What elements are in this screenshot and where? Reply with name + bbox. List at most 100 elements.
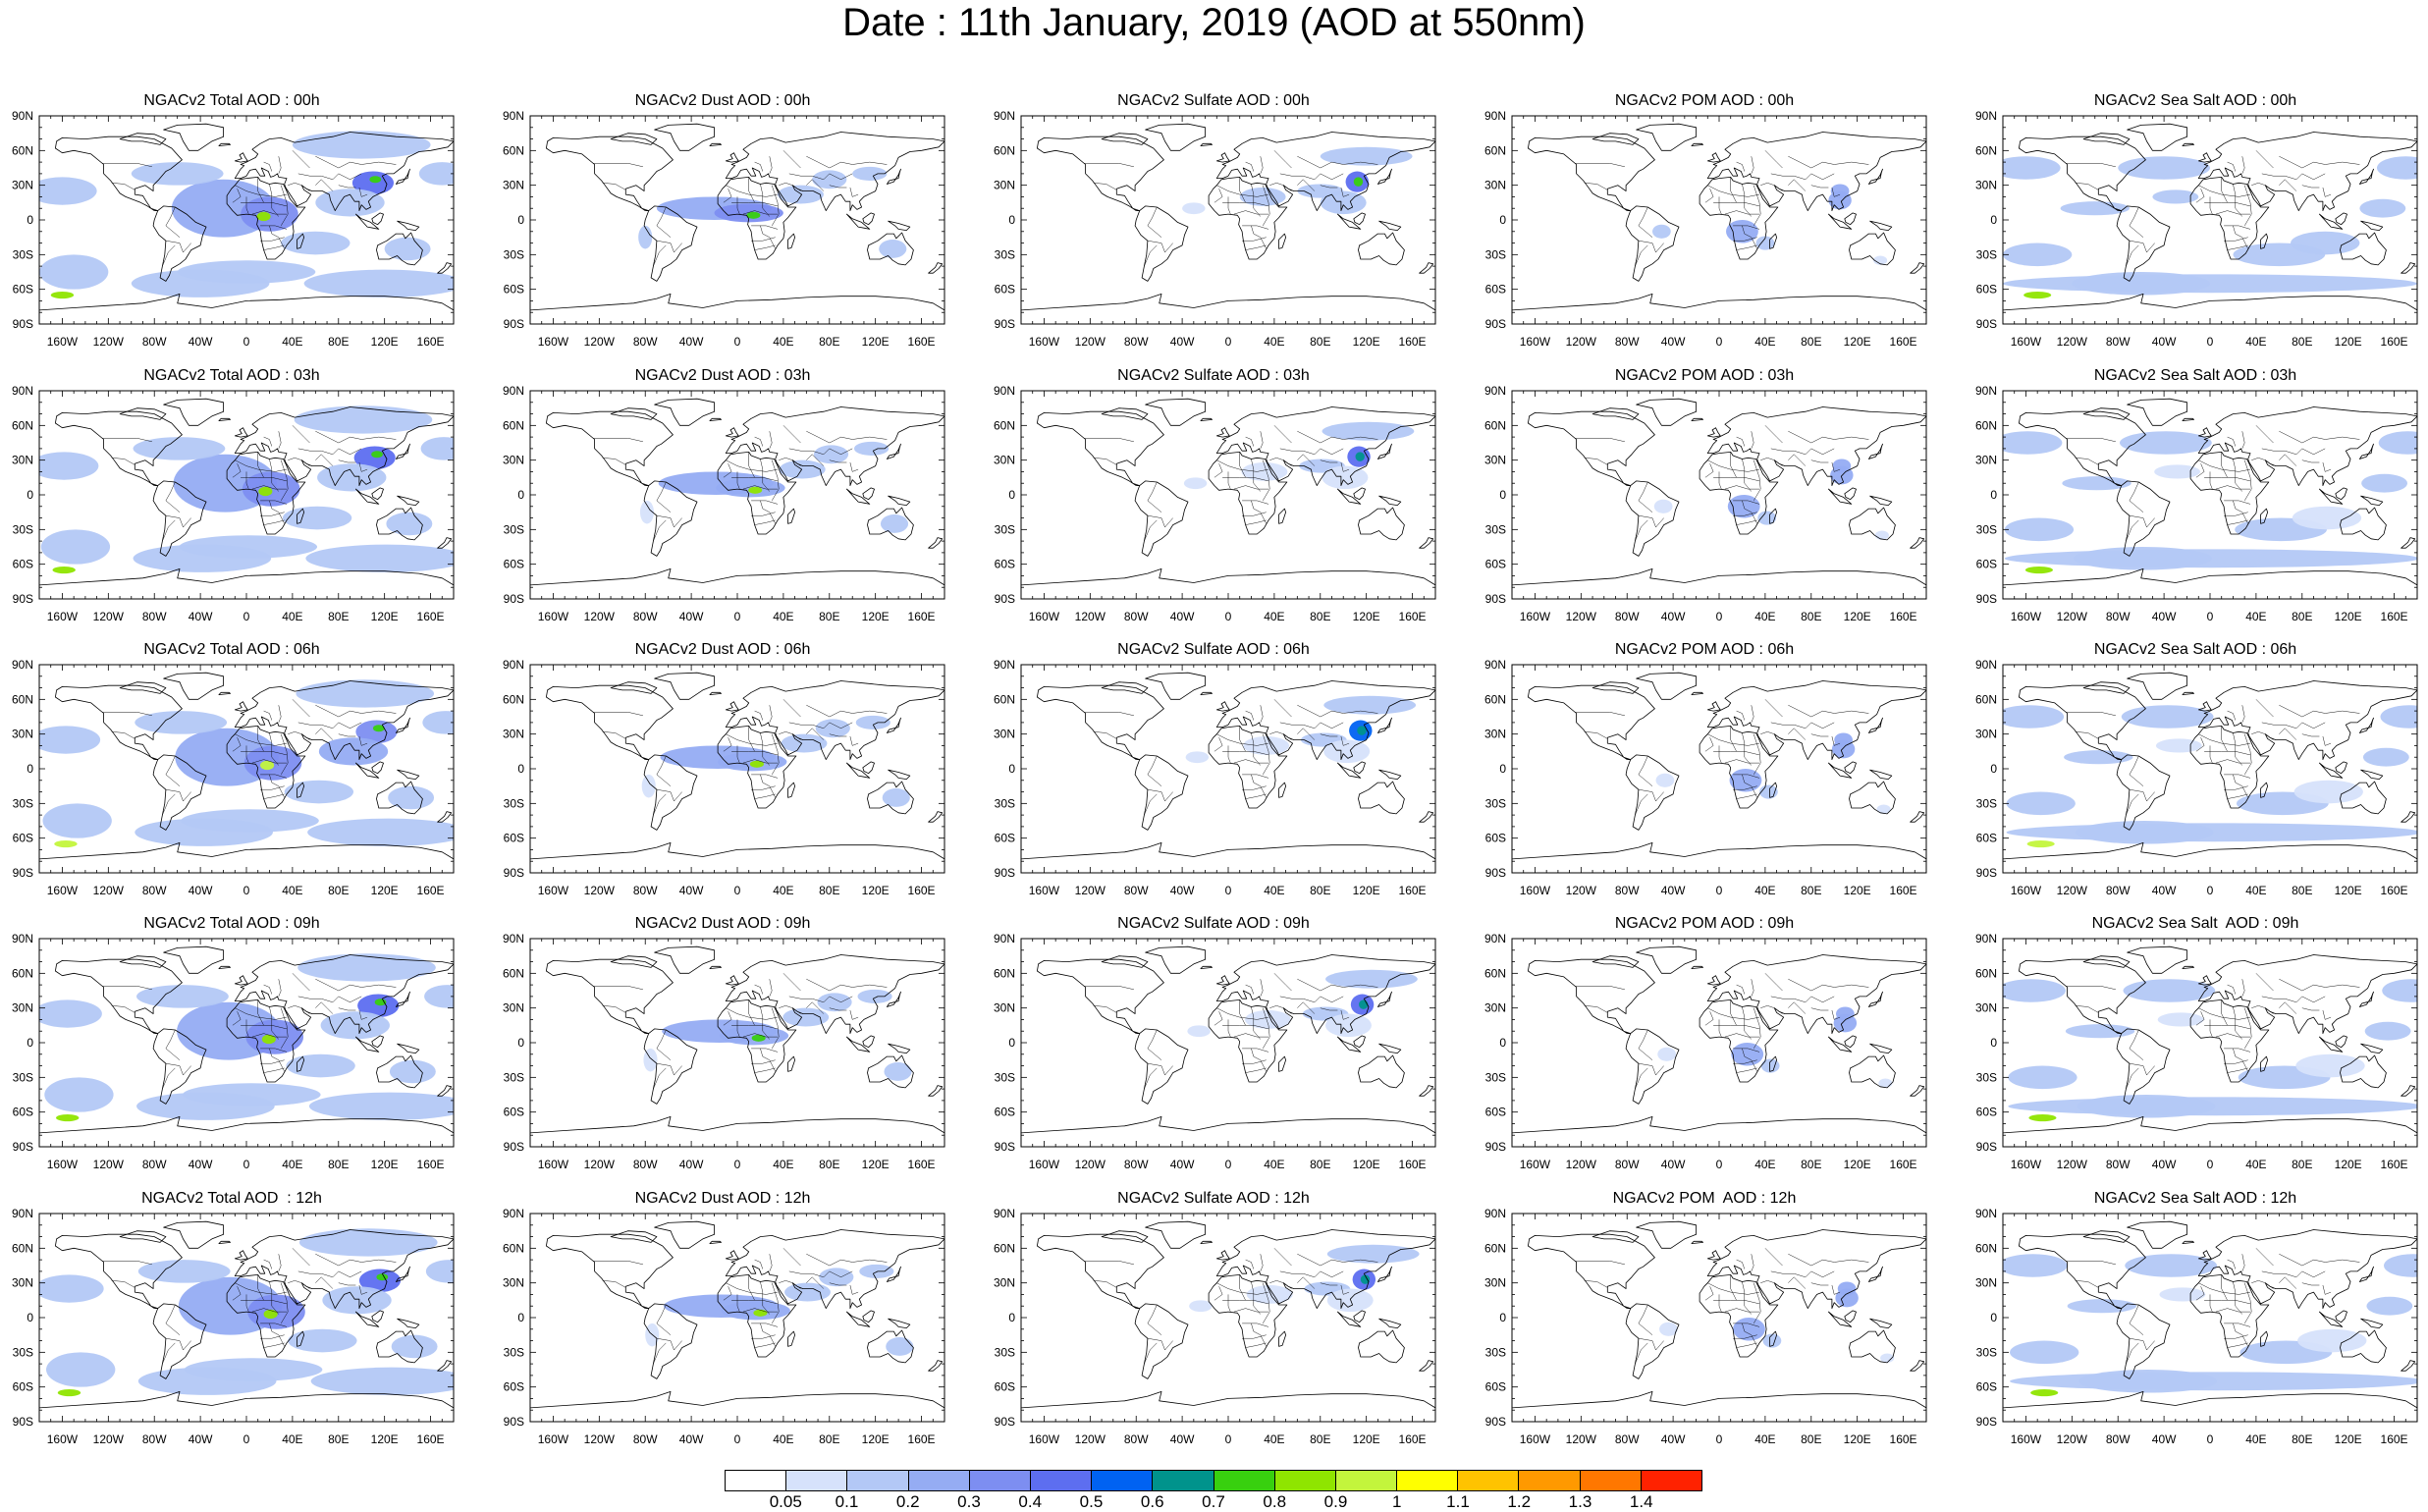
lat-tick-label: 0: [1990, 488, 1997, 502]
country-borders: [1084, 699, 1378, 816]
aod-blob: [2023, 292, 2052, 299]
aod-blob: [376, 1273, 389, 1281]
lon-tick-label: 80E: [819, 1158, 839, 1171]
lat-tick-label: 90N: [503, 658, 524, 672]
colorbar-box: [726, 1471, 787, 1490]
aod-blob: [1657, 1047, 1677, 1061]
world-map: 90N 60N 30N 0 30S 60S 90S 160W 120W 80W 40W 0 40E 80E…: [1484, 932, 1927, 1171]
lon-tick-label: 40W: [1661, 1432, 1686, 1446]
world-map: 90N 60N 30N 0 30S 60S 90S 160W 120W 80W 40W 0 40E 80E…: [12, 384, 455, 623]
lon-tick-label: 120E: [862, 884, 890, 897]
aod-blob: [39, 999, 102, 1028]
lat-tick-label: 30N: [1484, 179, 1506, 192]
aod-blob: [638, 225, 653, 249]
lat-tick-label: 90N: [1975, 109, 1997, 123]
aod-blob: [1239, 188, 1286, 206]
aod-blob: [880, 514, 909, 533]
lat-tick-label: 30S: [1485, 1345, 1506, 1359]
country-borders: [2066, 973, 2360, 1090]
aod-blob: [305, 544, 454, 572]
lon-tick-label: 80E: [1801, 1158, 1821, 1171]
aod-blob: [2382, 979, 2417, 1002]
aod-blob: [258, 486, 273, 497]
lat-tick-label: 60S: [1976, 832, 1997, 845]
lat-tick-label: 90N: [1975, 1207, 1997, 1220]
aod-field: [2003, 705, 2417, 848]
lon-tick-label: 120E: [2335, 884, 2362, 897]
map-panel-dust-4: NGACv2 Dust AOD : 12h 90N 60N 30N 0 30S 60S 90S…: [491, 1188, 954, 1461]
lat-tick-label: 60S: [1976, 1106, 1997, 1119]
lon-tick-label: 160E: [1399, 1432, 1427, 1446]
aod-blob: [1323, 695, 1417, 715]
colorbar-label: 0.1: [835, 1492, 859, 1511]
aod-blob: [372, 725, 385, 732]
aod-blob: [2119, 431, 2212, 455]
aod-blob: [1357, 726, 1367, 735]
aod-blob: [812, 170, 847, 189]
aod-blob: [2008, 1065, 2077, 1090]
lon-tick-label: 40E: [1754, 1158, 1775, 1171]
world-map: 90N 60N 30N 0 30S 60S 90S 160W 120W 80W 40W 0 40E 80E…: [1484, 109, 1927, 349]
lon-tick-label: 40E: [1754, 335, 1775, 349]
aod-blob: [784, 1282, 831, 1302]
lon-tick-label: 160W: [538, 884, 569, 897]
aod-blob: [422, 711, 454, 734]
lat-tick-label: 90S: [995, 592, 1015, 606]
aod-field: [1182, 146, 1413, 215]
lat-tick-label: 0: [27, 762, 33, 776]
lat-tick-label: 30N: [1484, 454, 1506, 467]
coastlines: [39, 945, 454, 1147]
coastlines: [39, 123, 454, 324]
aod-blob: [1359, 999, 1369, 1009]
lat-tick-label: 30S: [504, 1345, 524, 1359]
aod-blob: [779, 459, 826, 479]
coastlines: [1512, 672, 1926, 873]
lat-tick-label: 60S: [504, 832, 524, 845]
lat-tick-label: 90N: [503, 109, 524, 123]
colorbar-label: 0.3: [957, 1492, 981, 1511]
lon-tick-label: 160E: [2381, 1158, 2408, 1171]
lon-tick-label: 160W: [538, 1432, 569, 1446]
aod-blob: [292, 131, 431, 159]
colorbar-label: 0.05: [769, 1492, 802, 1511]
aod-blob: [1326, 1288, 1374, 1313]
lon-tick-label: 0: [1225, 1158, 1232, 1171]
aod-blob: [263, 1309, 278, 1320]
lat-tick-label: 60S: [13, 832, 33, 845]
aod-blob: [2077, 1095, 2216, 1118]
aod-blob: [369, 176, 382, 184]
lon-tick-label: 160E: [417, 884, 445, 897]
panel-title: NGACv2 Sulfate AOD : 12h: [1117, 1190, 1310, 1207]
lat-tick-label: 60N: [503, 1241, 524, 1255]
lon-tick-label: 80W: [1615, 884, 1640, 897]
lon-tick-label: 120E: [1353, 610, 1380, 623]
aod-blob: [2028, 1114, 2057, 1122]
lon-tick-label: 0: [734, 335, 741, 349]
lat-tick-label: 90S: [1976, 592, 1997, 606]
lon-tick-label: 0: [1716, 1432, 1723, 1446]
lat-tick-label: 30N: [503, 1001, 524, 1015]
lon-tick-label: 40E: [282, 884, 302, 897]
lon-tick-label: 120E: [371, 884, 399, 897]
lon-tick-label: 120W: [2057, 1158, 2088, 1171]
lon-tick-label: 120W: [2057, 884, 2088, 897]
lon-tick-label: 40W: [2152, 884, 2177, 897]
lat-tick-label: 0: [1008, 488, 1015, 502]
aod-blob: [2152, 189, 2199, 204]
lon-tick-label: 120E: [1353, 335, 1380, 349]
aod-blob: [137, 1367, 277, 1395]
lon-tick-label: 160W: [47, 335, 79, 349]
lat-tick-label: 30N: [994, 1001, 1015, 1015]
lat-tick-label: 0: [27, 1311, 33, 1324]
lat-tick-label: 90N: [12, 1207, 33, 1220]
lat-tick-label: 60N: [503, 143, 524, 157]
lat-tick-label: 60S: [1976, 558, 1997, 571]
lon-tick-label: 80E: [1310, 1158, 1330, 1171]
lat-tick-label: 90N: [1484, 658, 1506, 672]
lon-tick-label: 120W: [93, 1432, 125, 1446]
lon-tick-label: 160W: [538, 1158, 569, 1171]
aod-blob: [2003, 705, 2065, 729]
aod-blob: [2067, 1299, 2136, 1314]
lon-tick-label: 120W: [2057, 1432, 2088, 1446]
country-borders: [1575, 1248, 1869, 1365]
